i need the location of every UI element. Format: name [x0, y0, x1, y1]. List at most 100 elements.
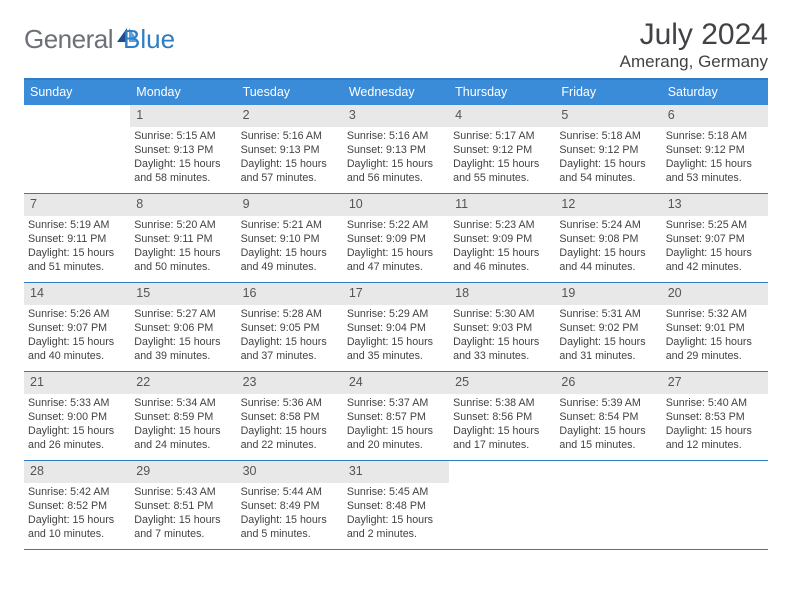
daylight-text: Daylight: 15 hours and 54 minutes. — [559, 157, 657, 185]
day-number: 23 — [237, 372, 343, 394]
sunrise-text: Sunrise: 5:39 AM — [559, 396, 657, 410]
daylight-text: Daylight: 15 hours and 46 minutes. — [453, 246, 551, 274]
calendar-day-cell: 14Sunrise: 5:26 AMSunset: 9:07 PMDayligh… — [24, 283, 130, 371]
sunset-text: Sunset: 9:13 PM — [134, 143, 232, 157]
day-number: 18 — [449, 283, 555, 305]
sunrise-text: Sunrise: 5:32 AM — [666, 307, 764, 321]
sunrise-text: Sunrise: 5:19 AM — [28, 218, 126, 232]
sunrise-text: Sunrise: 5:20 AM — [134, 218, 232, 232]
sunrise-text: Sunrise: 5:34 AM — [134, 396, 232, 410]
sunset-text: Sunset: 9:10 PM — [241, 232, 339, 246]
sunrise-text: Sunrise: 5:37 AM — [347, 396, 445, 410]
calendar-day-cell: 18Sunrise: 5:30 AMSunset: 9:03 PMDayligh… — [449, 283, 555, 371]
sunrise-text: Sunrise: 5:24 AM — [559, 218, 657, 232]
day-number: 7 — [24, 194, 130, 216]
day-number: 29 — [130, 461, 236, 483]
weekday-header-row: SundayMondayTuesdayWednesdayThursdayFrid… — [24, 80, 768, 105]
sunrise-text: Sunrise: 5:21 AM — [241, 218, 339, 232]
day-number: 25 — [449, 372, 555, 394]
calendar-day-cell: 25Sunrise: 5:38 AMSunset: 8:56 PMDayligh… — [449, 372, 555, 460]
daylight-text: Daylight: 15 hours and 42 minutes. — [666, 246, 764, 274]
sunrise-text: Sunrise: 5:36 AM — [241, 396, 339, 410]
location-label: Amerang, Germany — [620, 52, 768, 72]
calendar-week: 1Sunrise: 5:15 AMSunset: 9:13 PMDaylight… — [24, 105, 768, 194]
calendar-day-cell: 27Sunrise: 5:40 AMSunset: 8:53 PMDayligh… — [662, 372, 768, 460]
calendar-week: 21Sunrise: 5:33 AMSunset: 9:00 PMDayligh… — [24, 372, 768, 461]
calendar: SundayMondayTuesdayWednesdayThursdayFrid… — [24, 78, 768, 550]
sunset-text: Sunset: 8:48 PM — [347, 499, 445, 513]
daylight-text: Daylight: 15 hours and 20 minutes. — [347, 424, 445, 452]
sunset-text: Sunset: 9:12 PM — [666, 143, 764, 157]
sunset-text: Sunset: 9:12 PM — [453, 143, 551, 157]
weekday-header: Thursday — [449, 80, 555, 105]
weekday-header: Saturday — [662, 80, 768, 105]
sunset-text: Sunset: 9:09 PM — [453, 232, 551, 246]
sunrise-text: Sunrise: 5:18 AM — [666, 129, 764, 143]
calendar-day-cell: 30Sunrise: 5:44 AMSunset: 8:49 PMDayligh… — [237, 461, 343, 549]
weekday-header: Wednesday — [343, 80, 449, 105]
sunrise-text: Sunrise: 5:31 AM — [559, 307, 657, 321]
day-number: 1 — [130, 105, 236, 127]
calendar-day-cell: 3Sunrise: 5:16 AMSunset: 9:13 PMDaylight… — [343, 105, 449, 193]
sunrise-text: Sunrise: 5:40 AM — [666, 396, 764, 410]
day-number: 6 — [662, 105, 768, 127]
calendar-day-cell: 2Sunrise: 5:16 AMSunset: 9:13 PMDaylight… — [237, 105, 343, 193]
calendar-day-cell: 5Sunrise: 5:18 AMSunset: 9:12 PMDaylight… — [555, 105, 661, 193]
daylight-text: Daylight: 15 hours and 44 minutes. — [559, 246, 657, 274]
day-number: 4 — [449, 105, 555, 127]
daylight-text: Daylight: 15 hours and 24 minutes. — [134, 424, 232, 452]
calendar-day-cell: 12Sunrise: 5:24 AMSunset: 9:08 PMDayligh… — [555, 194, 661, 282]
daylight-text: Daylight: 15 hours and 57 minutes. — [241, 157, 339, 185]
day-number: 24 — [343, 372, 449, 394]
sunrise-text: Sunrise: 5:30 AM — [453, 307, 551, 321]
day-number: 5 — [555, 105, 661, 127]
sunset-text: Sunset: 8:59 PM — [134, 410, 232, 424]
sunset-text: Sunset: 9:07 PM — [666, 232, 764, 246]
sunset-text: Sunset: 8:58 PM — [241, 410, 339, 424]
daylight-text: Daylight: 15 hours and 53 minutes. — [666, 157, 764, 185]
calendar-day-cell: 8Sunrise: 5:20 AMSunset: 9:11 PMDaylight… — [130, 194, 236, 282]
daylight-text: Daylight: 15 hours and 50 minutes. — [134, 246, 232, 274]
sunset-text: Sunset: 9:12 PM — [559, 143, 657, 157]
calendar-day-cell: 16Sunrise: 5:28 AMSunset: 9:05 PMDayligh… — [237, 283, 343, 371]
calendar-day-cell: 11Sunrise: 5:23 AMSunset: 9:09 PMDayligh… — [449, 194, 555, 282]
daylight-text: Daylight: 15 hours and 35 minutes. — [347, 335, 445, 363]
sunset-text: Sunset: 8:53 PM — [666, 410, 764, 424]
sunrise-text: Sunrise: 5:16 AM — [347, 129, 445, 143]
sunset-text: Sunset: 9:11 PM — [134, 232, 232, 246]
day-number — [662, 461, 768, 483]
day-number — [24, 105, 130, 127]
sunrise-text: Sunrise: 5:16 AM — [241, 129, 339, 143]
sunrise-text: Sunrise: 5:38 AM — [453, 396, 551, 410]
day-number: 10 — [343, 194, 449, 216]
calendar-day-cell: 19Sunrise: 5:31 AMSunset: 9:02 PMDayligh… — [555, 283, 661, 371]
daylight-text: Daylight: 15 hours and 47 minutes. — [347, 246, 445, 274]
sunset-text: Sunset: 8:57 PM — [347, 410, 445, 424]
calendar-day-cell — [449, 461, 555, 549]
sunset-text: Sunset: 9:00 PM — [28, 410, 126, 424]
logo-text-blue: Blue — [123, 24, 175, 55]
logo-text-general: General — [24, 24, 113, 55]
sunrise-text: Sunrise: 5:29 AM — [347, 307, 445, 321]
sunset-text: Sunset: 9:06 PM — [134, 321, 232, 335]
sunset-text: Sunset: 9:03 PM — [453, 321, 551, 335]
calendar-day-cell: 4Sunrise: 5:17 AMSunset: 9:12 PMDaylight… — [449, 105, 555, 193]
sunrise-text: Sunrise: 5:42 AM — [28, 485, 126, 499]
sunrise-text: Sunrise: 5:44 AM — [241, 485, 339, 499]
day-number: 20 — [662, 283, 768, 305]
calendar-day-cell — [555, 461, 661, 549]
sunrise-text: Sunrise: 5:23 AM — [453, 218, 551, 232]
day-number: 9 — [237, 194, 343, 216]
calendar-day-cell: 6 Sunrise: 5:18 AMSunset: 9:12 PMDaylight… — [662, 105, 768, 193]
daylight-text: Daylight: 15 hours and 39 minutes. — [134, 335, 232, 363]
day-number — [449, 461, 555, 483]
day-number: 19 — [555, 283, 661, 305]
sunset-text: Sunset: 8:52 PM — [28, 499, 126, 513]
weekday-header: Tuesday — [237, 80, 343, 105]
calendar-day-cell — [662, 461, 768, 549]
day-number: 13 — [662, 194, 768, 216]
day-number: 2 — [237, 105, 343, 127]
sunset-text: Sunset: 9:05 PM — [241, 321, 339, 335]
day-number: 15 — [130, 283, 236, 305]
daylight-text: Daylight: 15 hours and 49 minutes. — [241, 246, 339, 274]
